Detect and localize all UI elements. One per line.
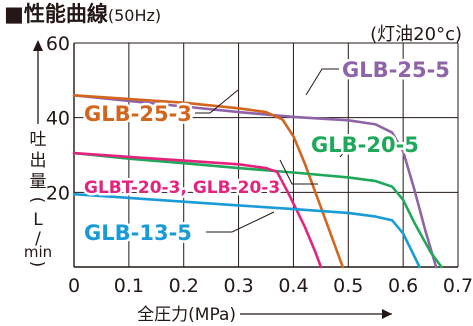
y-axis-label-char: ( — [27, 197, 47, 204]
chart-title: ■性能曲線(50Hz) — [4, 2, 161, 26]
series-label: GLB-13-5 — [84, 221, 192, 245]
y-axis-arrow-head — [33, 40, 43, 51]
y-tick-label: 20 — [46, 182, 70, 204]
series-line — [72, 151, 323, 269]
x-axis-label-group: 全圧力(MPa) — [137, 305, 392, 325]
x-tick-label: 0.6 — [388, 275, 418, 297]
series-label: GLBT-20-3, GLB-20-3 — [84, 178, 280, 198]
y-axis-label-char: / — [35, 229, 41, 249]
series-label: GLB-25-5 — [342, 58, 450, 82]
chart-note: (灯油20°c) — [370, 24, 462, 45]
tick-labels: 0 0.1 0.2 0.3 0.4 0.5 0.6 0.7 20 40 60 — [46, 33, 473, 297]
leader-line — [206, 211, 275, 233]
y-axis-label-char: 量 — [30, 172, 47, 192]
x-tick-label: 0.4 — [278, 275, 308, 297]
y-tick-label: 60 — [46, 33, 70, 55]
series-lines — [72, 94, 443, 269]
series-line — [72, 94, 438, 269]
y-axis-label: 吐出量 ( L/min) — [24, 40, 52, 267]
x-tick-label: 0.5 — [333, 275, 363, 297]
series-label: GLB-25-3 — [84, 102, 192, 126]
chart-title-suffix: (50Hz) — [108, 6, 161, 25]
x-tick-label: 0.1 — [114, 275, 144, 297]
leader-line — [195, 89, 239, 114]
series-labels: GLB-25-5 GLB-25-3 GLB-20-5 GLBT-20-3, GLB-2… — [82, 56, 453, 248]
x-tick-label: 0.2 — [169, 275, 199, 297]
chart-title-main: ■性能曲線 — [4, 2, 108, 26]
y-axis-label-char: min — [24, 243, 52, 261]
leader-line — [339, 144, 362, 158]
label-leader-lines — [195, 68, 362, 233]
y-axis-label-char: ) — [27, 261, 47, 268]
y-axis-label-char: L — [33, 210, 43, 230]
chart-axes — [73, 43, 458, 268]
x-axis-arrow-head — [382, 309, 392, 319]
y-axis-label-char: 出 — [30, 151, 47, 171]
leader-line — [279, 159, 318, 185]
y-tick-label: 40 — [46, 108, 70, 130]
series-label: GLB-20-5 — [311, 133, 419, 157]
series-line — [72, 94, 345, 269]
series-line — [72, 151, 443, 269]
x-tick-label: 0.3 — [223, 275, 253, 297]
x-tick-label: 0 — [68, 275, 80, 297]
x-tick-label: 0.7 — [443, 275, 473, 297]
leader-line — [305, 68, 339, 96]
y-axis-label-char: 吐 — [30, 130, 47, 150]
series-line — [72, 192, 421, 269]
x-axis-label: 全圧力(MPa) — [137, 305, 236, 325]
